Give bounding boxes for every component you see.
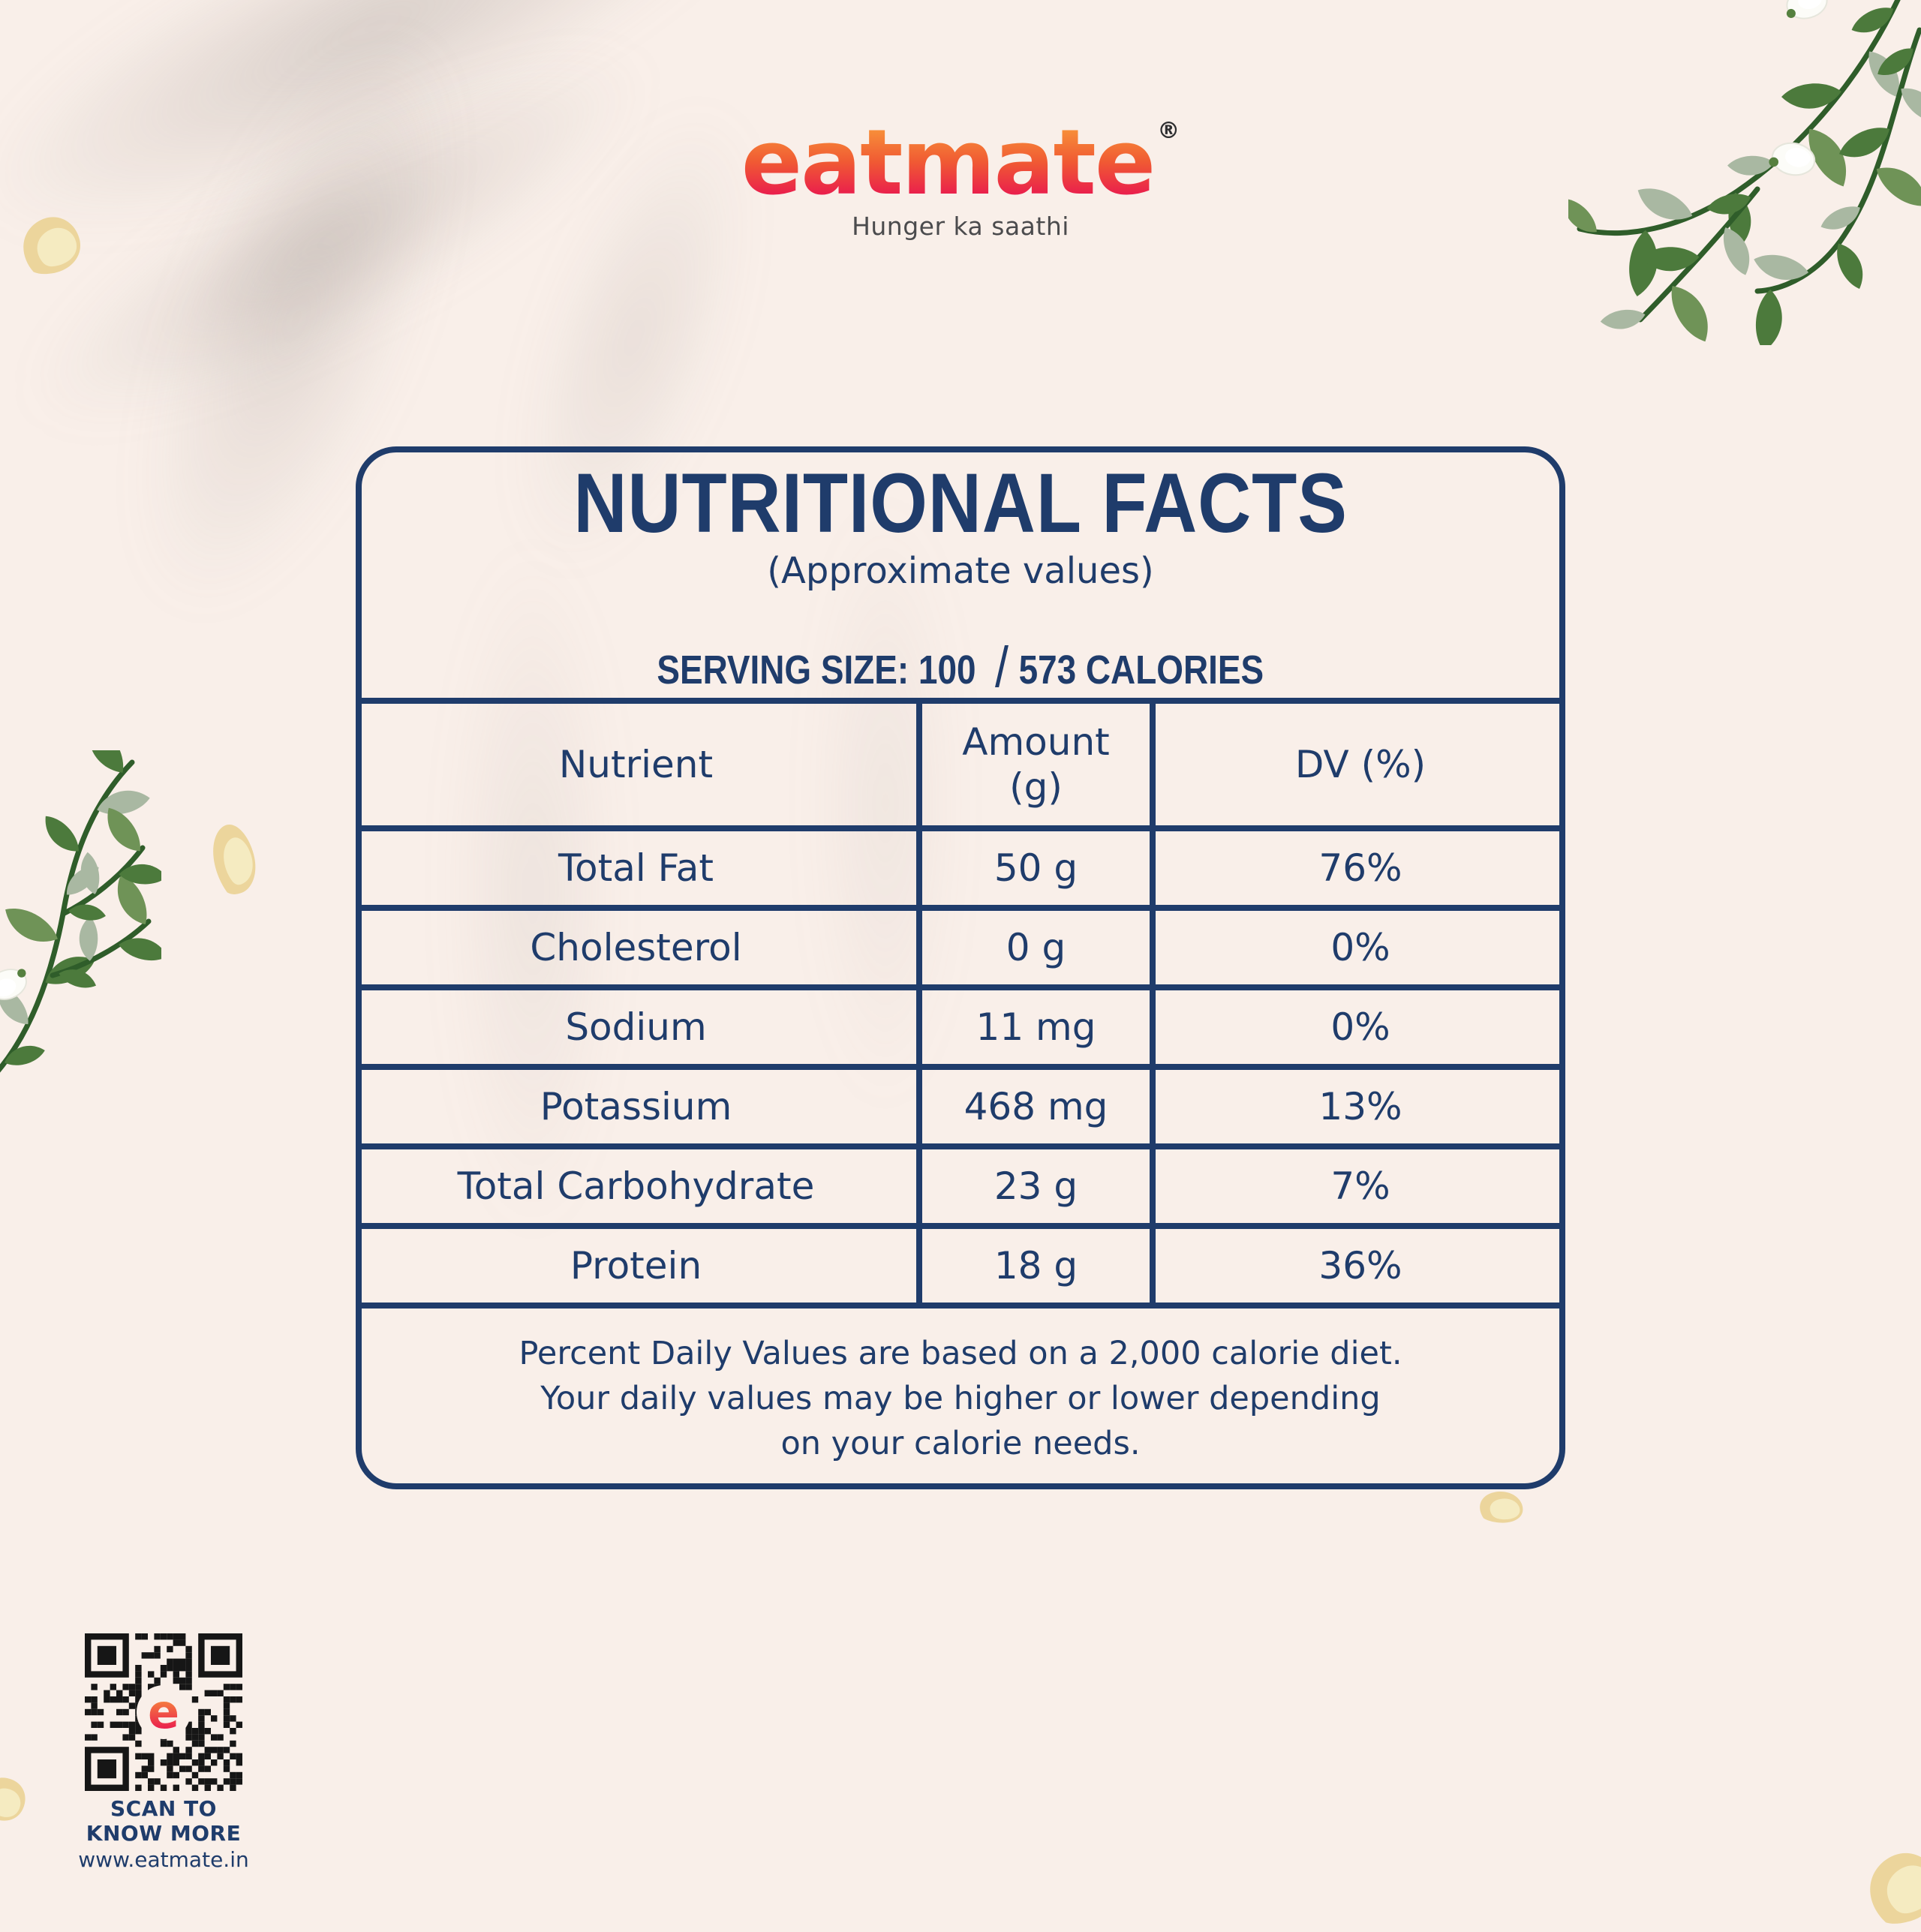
- nutrition-table: Nutrient Amount (g) DV (%) Total Fat 50 …: [356, 698, 1565, 1309]
- amount-cell: 11 mg: [916, 990, 1156, 1070]
- dv-cell: 36%: [1156, 1229, 1565, 1309]
- amount-cell: 18 g: [916, 1229, 1156, 1309]
- brand-logo-text: eatmate: [741, 111, 1156, 215]
- amount-cell: 468 mg: [916, 1070, 1156, 1149]
- qr-code-pattern: [85, 1633, 242, 1791]
- qr-caption: SCAN TO KNOW MORE: [21, 1796, 306, 1846]
- dv-cell: 0%: [1156, 990, 1565, 1070]
- slash-separator: /: [995, 635, 1009, 699]
- footnote-line: Your daily values may be higher or lower…: [540, 1380, 1381, 1417]
- vine-decoration-left: [0, 750, 161, 1073]
- registered-trademark-icon: ®: [1157, 118, 1180, 144]
- footnote-line: on your calorie needs.: [780, 1425, 1141, 1462]
- amount-cell: 0 g: [916, 911, 1156, 990]
- dv-cell: 7%: [1156, 1149, 1565, 1229]
- nutrient-cell: Protein: [356, 1229, 916, 1309]
- sesame-seed: [1870, 1852, 1921, 1924]
- website-url[interactable]: www.eatmate.in: [78, 1847, 249, 1872]
- sesame-seed: [23, 217, 81, 275]
- sesame-seed: [1480, 1492, 1523, 1523]
- amount-cell: 50 g: [916, 831, 1156, 911]
- qr-caption-line2: KNOW MORE: [86, 1821, 242, 1846]
- column-header-amount-label: Amount: [962, 720, 1110, 764]
- dv-cell: 76%: [1156, 831, 1565, 911]
- dv-cell: 0%: [1156, 911, 1565, 990]
- column-header-amount: Amount (g): [916, 704, 1156, 831]
- qr-caption-line1: SCAN TO: [110, 1796, 217, 1821]
- serving-size-line: SERVING SIZE: 100 / 573 CALORIES: [362, 635, 1559, 699]
- panel-title: NUTRITIONAL FACTS: [573, 456, 1348, 550]
- column-header-dv: DV (%): [1156, 704, 1565, 831]
- panel-title-row: NUTRITIONAL FACTS: [362, 452, 1559, 545]
- nutrient-cell: Cholesterol: [356, 911, 916, 990]
- brand-logo: eatmate ® Hunger ka saathi: [741, 111, 1180, 242]
- qr-code: e: [85, 1633, 242, 1791]
- footnote-line: Percent Daily Values are based on a 2,00…: [519, 1335, 1402, 1372]
- panel-subtitle: (Approximate values): [767, 550, 1154, 592]
- nutrient-cell: Total Fat: [356, 831, 916, 911]
- column-header-nutrient: Nutrient: [356, 704, 916, 831]
- nutrition-panel: NUTRITIONAL FACTS (Approximate values) S…: [356, 446, 1565, 1489]
- calories-text: 573 CALORIES: [1018, 648, 1264, 693]
- dv-cell: 13%: [1156, 1070, 1565, 1149]
- serving-size-text: SERVING SIZE: 100: [657, 648, 976, 693]
- nutrient-cell: Potassium: [356, 1070, 916, 1149]
- qr-center-logo: e: [137, 1685, 191, 1739]
- sesame-seed: [213, 825, 256, 894]
- amount-cell: 23 g: [916, 1149, 1156, 1229]
- daily-value-footnote: Percent Daily Values are based on a 2,00…: [356, 1309, 1565, 1483]
- column-header-amount-unit: (g): [1009, 765, 1063, 809]
- brand-tagline: Hunger ka saathi: [852, 212, 1069, 241]
- qr-center-letter: e: [147, 1684, 180, 1739]
- nutrient-cell: Total Carbohydrate: [356, 1149, 916, 1229]
- vine-decoration-top-right: [1568, 0, 1921, 345]
- nutrient-cell: Sodium: [356, 990, 916, 1070]
